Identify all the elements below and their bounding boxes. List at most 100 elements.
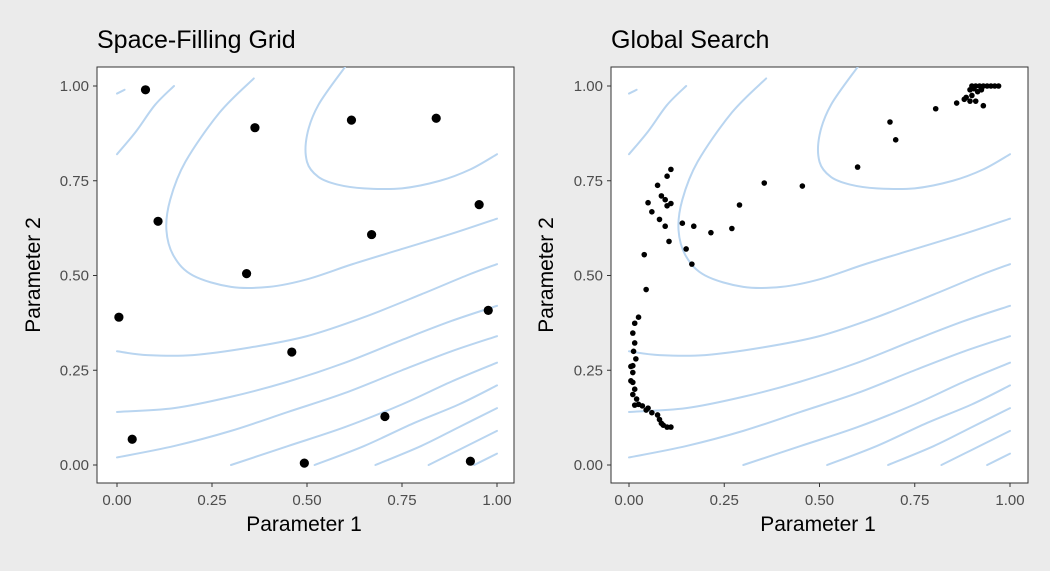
data-point — [465, 456, 475, 466]
data-point — [114, 312, 124, 322]
data-point — [631, 320, 638, 327]
data-point — [628, 363, 634, 370]
data-point — [995, 83, 1002, 89]
y-tick-label: 0.25 — [574, 362, 603, 379]
x-axis: 0.00 0.25 0.50 0.75 1.00 — [102, 483, 512, 509]
data-point — [971, 85, 977, 92]
data-point — [630, 379, 636, 386]
data-point — [380, 411, 390, 422]
data-point — [658, 193, 665, 199]
data-point — [140, 85, 151, 95]
data-point — [649, 409, 655, 416]
data-point — [483, 305, 493, 315]
contour-line — [826, 384, 1011, 466]
data-point — [633, 396, 640, 402]
x-axis-title: Parameter 1 — [246, 513, 362, 536]
data-point — [664, 202, 670, 209]
x-tick-label: 0.75 — [387, 492, 416, 509]
x-tick-label: 0.00 — [102, 492, 131, 509]
contour-line — [427, 429, 498, 466]
y-tick-label: 0.75 — [574, 173, 603, 190]
data-point — [668, 166, 674, 173]
data-point — [668, 424, 674, 430]
data-point — [299, 458, 309, 468]
data-points — [114, 85, 493, 468]
data-point — [953, 100, 960, 106]
data-point — [631, 386, 638, 393]
chart-panel-space-filling-grid: Space-Filling Grid 0.00 0.25 0.50 0.75 1.00 … — [22, 26, 515, 536]
data-point — [654, 412, 661, 418]
data-point — [645, 405, 651, 411]
data-point — [666, 238, 672, 245]
data-point — [799, 183, 806, 189]
y-tick-label: 1.00 — [574, 78, 603, 95]
data-point — [635, 314, 642, 320]
data-point — [689, 261, 695, 267]
data-point — [346, 115, 357, 125]
x-tick-label: 1.00 — [995, 492, 1024, 509]
data-point — [241, 269, 252, 279]
data-point — [980, 102, 987, 109]
plot-area — [96, 66, 515, 484]
data-point — [972, 98, 979, 104]
data-point — [649, 209, 655, 215]
data-point — [641, 251, 648, 258]
data-point — [662, 223, 668, 230]
contour-line — [628, 85, 688, 156]
contour-line — [473, 452, 498, 466]
data-point — [639, 403, 646, 409]
x-tick-label: 0.50 — [292, 492, 321, 509]
contour-line — [116, 335, 498, 459]
y-tick-label: 1.00 — [60, 78, 89, 95]
y-tick-label: 0.00 — [574, 457, 603, 474]
x-tick-label: 0.50 — [805, 492, 834, 509]
y-tick-label: 0.00 — [60, 457, 89, 474]
data-point — [664, 173, 670, 180]
data-point — [662, 196, 668, 203]
data-point — [631, 340, 638, 346]
contour-line — [374, 407, 498, 466]
data-point — [643, 286, 649, 293]
x-tick-label: 0.75 — [900, 492, 929, 509]
y-tick-label: 0.50 — [60, 268, 89, 285]
y-axis-title: Parameter 2 — [535, 217, 558, 333]
chart-title: Global Search — [611, 26, 769, 54]
data-point — [969, 92, 975, 99]
data-point — [690, 223, 697, 230]
contour-line — [628, 304, 1011, 413]
contour-line — [628, 88, 638, 95]
x-tick-label: 0.00 — [614, 492, 643, 509]
data-point — [761, 180, 768, 186]
data-point — [978, 86, 985, 93]
data-point — [630, 330, 636, 336]
contour-line — [116, 88, 126, 95]
data-point — [736, 202, 743, 208]
data-point — [654, 182, 661, 189]
contour-line — [677, 77, 1011, 290]
data-point — [633, 356, 639, 362]
data-point — [729, 225, 735, 232]
x-tick-label: 1.00 — [482, 492, 511, 509]
x-axis-title: Parameter 1 — [760, 513, 876, 536]
data-point — [127, 434, 137, 444]
data-point — [887, 119, 893, 125]
data-point — [287, 347, 297, 357]
contour-line — [742, 361, 1011, 466]
contour-line — [817, 67, 1011, 191]
y-tick-label: 0.25 — [60, 362, 89, 379]
data-point — [431, 113, 441, 123]
data-point — [474, 200, 484, 210]
contour-line — [304, 67, 498, 191]
data-points — [628, 83, 1002, 430]
contour-line — [940, 429, 1011, 466]
data-point — [708, 229, 714, 236]
contour-line — [887, 407, 1011, 466]
data-point — [683, 246, 689, 252]
data-point — [932, 105, 939, 112]
data-point — [630, 348, 637, 355]
chart-panel-global-search: Global Search 0.00 0.25 0.50 0.75 1.00 0.00 0… — [535, 26, 1029, 536]
data-point — [630, 369, 636, 376]
contour-line — [313, 384, 498, 466]
plot-area — [610, 66, 1029, 484]
